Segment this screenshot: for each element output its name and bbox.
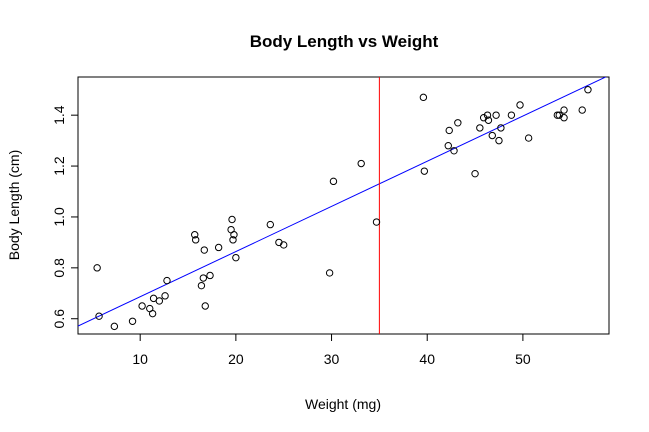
data-point <box>560 114 568 122</box>
data-point <box>450 147 458 155</box>
data-point <box>357 159 365 168</box>
data-point <box>163 276 171 285</box>
data-point <box>214 243 223 252</box>
data-point <box>266 220 275 229</box>
plot-area: 10 20 30 40 50 0.6 0.8 1.0 1.2 1.4 <box>51 76 610 367</box>
y-tick-label: 1.4 <box>51 105 67 125</box>
x-tick-label: 30 <box>324 351 340 367</box>
data-point <box>497 124 505 132</box>
data-point <box>476 124 484 132</box>
data-point <box>232 253 240 262</box>
data-point <box>445 126 453 135</box>
data-point <box>155 297 164 305</box>
data-point <box>197 281 206 290</box>
y-tick-label: 0.6 <box>51 309 67 329</box>
data-point <box>200 246 208 254</box>
data-point <box>553 111 562 119</box>
data-point <box>201 302 209 310</box>
data-point <box>492 111 500 119</box>
data-point <box>95 312 103 320</box>
data-point <box>507 111 516 119</box>
data-point <box>584 86 592 94</box>
data-point <box>372 218 381 226</box>
x-tick-label: 40 <box>419 351 435 367</box>
plot-frame <box>77 76 610 335</box>
data-point <box>325 269 334 277</box>
data-point <box>138 302 146 310</box>
y-tick-label: 1.2 <box>51 156 67 176</box>
data-point <box>93 264 101 272</box>
regression-line <box>78 77 607 327</box>
data-point <box>230 231 238 239</box>
x-tick-label: 10 <box>132 351 148 367</box>
data-point <box>161 292 169 300</box>
data-point <box>229 236 237 244</box>
data-point <box>199 274 208 282</box>
data-point <box>228 215 236 224</box>
data-point <box>148 309 157 318</box>
data-point <box>110 322 119 331</box>
x-tick-label: 20 <box>228 351 244 367</box>
data-point <box>524 134 533 142</box>
data-point <box>471 169 479 178</box>
data-point <box>419 93 428 102</box>
y-tick-label: 0.8 <box>51 258 67 278</box>
x-tick-label: 50 <box>515 351 531 367</box>
data-point <box>454 119 462 127</box>
data-point <box>495 136 503 145</box>
data-point <box>444 142 452 150</box>
data-point <box>578 106 586 114</box>
data-point <box>329 177 338 186</box>
data-point <box>484 116 493 124</box>
data-point <box>420 167 429 175</box>
data-point <box>488 131 496 140</box>
y-axis-label: Body Length (cm) <box>6 150 22 261</box>
data-point <box>206 271 214 280</box>
y-tick-label: 1.0 <box>51 207 67 227</box>
data-point <box>191 236 200 244</box>
data-point <box>128 317 137 325</box>
data-point <box>560 106 568 114</box>
data-point <box>516 101 524 109</box>
x-axis-label: Weight (mg) <box>305 396 381 412</box>
chart-title: Body Length vs Weight <box>250 32 439 51</box>
data-point <box>483 111 492 119</box>
data-point <box>280 241 288 249</box>
data-point <box>191 231 199 239</box>
